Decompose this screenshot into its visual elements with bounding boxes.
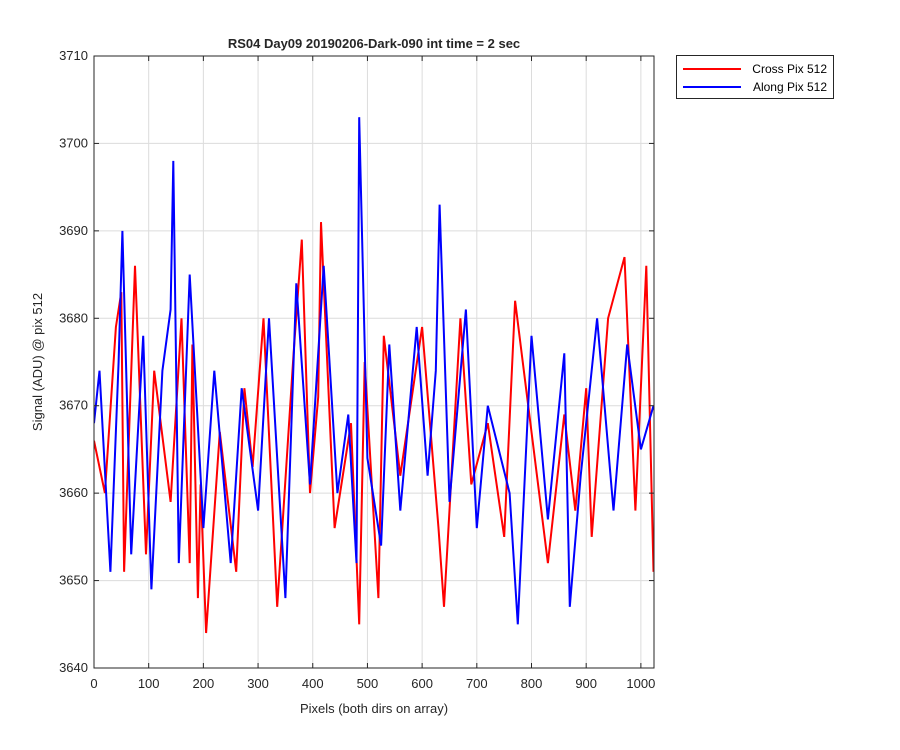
y-tick-label: 3700: [59, 135, 88, 150]
x-tick-label: 100: [138, 676, 160, 691]
x-tick-label: 400: [302, 676, 324, 691]
y-tick-label: 3660: [59, 485, 88, 500]
x-tick-label: 0: [90, 676, 97, 691]
legend-label-along: Along Pix 512: [752, 80, 827, 94]
x-tick-label: 700: [466, 676, 488, 691]
series-line-along-pix-512: [94, 117, 654, 625]
y-tick-label: 3710: [59, 48, 88, 63]
legend-label-cross: Cross Pix 512: [752, 62, 827, 76]
x-tick-label: 200: [193, 676, 215, 691]
ticks-layer: 0 100 200 300 400 500 600 700 800 900 1000 3640 3650…: [59, 48, 655, 691]
y-tick-label: 3680: [59, 310, 88, 325]
x-tick-label: 900: [575, 676, 597, 691]
legend-item-along: Along Pix 512: [677, 78, 833, 96]
series-layer: [94, 117, 654, 634]
legend-item-cross: Cross Pix 512: [677, 60, 833, 78]
legend: Cross Pix 512 Along Pix 512: [676, 55, 834, 99]
y-tick-label: 3670: [59, 398, 88, 413]
y-tick-label: 3650: [59, 573, 88, 588]
x-tick-label: 1000: [626, 676, 655, 691]
legend-swatch-cross: [683, 68, 741, 70]
y-tick-label: 3640: [59, 660, 88, 675]
chart-title: RS04 Day09 20190206-Dark-090 int time = …: [228, 36, 520, 51]
x-axis-label: Pixels (both dirs on array): [300, 701, 448, 716]
x-tick-label: 300: [247, 676, 269, 691]
grid-lines: [94, 56, 654, 668]
x-tick-label: 500: [357, 676, 379, 691]
x-tick-label: 800: [521, 676, 543, 691]
series-line-cross-pix-512: [94, 222, 654, 634]
y-tick-label: 3690: [59, 223, 88, 238]
plot-frame: [93, 55, 655, 669]
x-tick-label: 600: [411, 676, 433, 691]
legend-swatch-along: [683, 86, 741, 88]
y-axis-label: Signal (ADU) @ pix 512: [30, 293, 45, 431]
